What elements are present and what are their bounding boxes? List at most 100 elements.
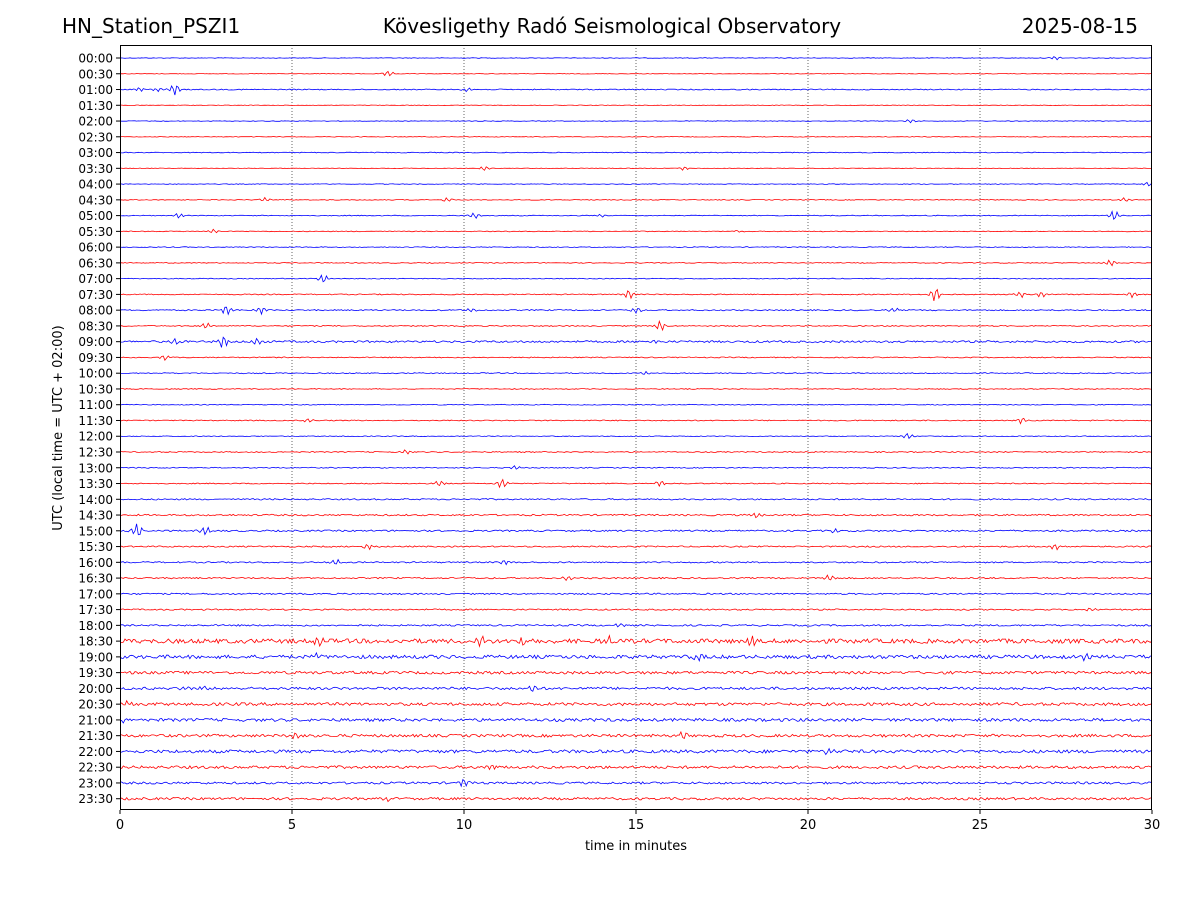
- trace-1100: [119, 403, 1153, 406]
- y-tick-label: 20:00: [78, 682, 113, 696]
- y-tick-label: 12:30: [78, 446, 113, 460]
- y-tick-label: 11:30: [78, 414, 113, 428]
- y-tick-label: 22:00: [78, 745, 113, 759]
- y-tick-label: 04:30: [78, 193, 113, 207]
- chart-title: Kövesligethy Radó Seismological Observat…: [382, 14, 842, 38]
- trace-lines: [119, 56, 1153, 803]
- y-tick-label: 17:00: [78, 587, 113, 601]
- trace-1730: [119, 607, 1152, 612]
- y-tick-label: 03:30: [78, 162, 113, 176]
- trace-2130: [119, 730, 1153, 740]
- trace-0700: [120, 274, 1153, 283]
- y-tick-label: 19:30: [78, 666, 113, 680]
- y-tick-label: 20:30: [78, 698, 113, 712]
- y-tick-label: 07:00: [78, 272, 113, 286]
- trace-0400: [119, 181, 1153, 187]
- trace-1200: [119, 432, 1153, 440]
- trace-0600: [119, 246, 1153, 248]
- trace-1230: [119, 449, 1153, 455]
- y-tick-label: 10:00: [78, 367, 113, 381]
- trace-1000: [119, 370, 1153, 375]
- trace-2330: [119, 796, 1152, 803]
- trace-1330: [119, 478, 1153, 489]
- y-tick-label: 15:30: [78, 540, 113, 554]
- grid-lines: [291, 45, 981, 810]
- trace-0830: [119, 319, 1153, 332]
- trace-0530: [119, 228, 1153, 234]
- y-tick-label: 00:30: [78, 67, 113, 81]
- trace-0000: [119, 56, 1153, 61]
- y-tick-label: 06:00: [78, 241, 113, 255]
- y-tick-label: 09:00: [78, 335, 113, 349]
- trace-2030: [119, 699, 1153, 707]
- y-tick-label: 21:00: [78, 713, 113, 727]
- trace-2230: [119, 764, 1153, 771]
- y-tick-label: 18:30: [78, 635, 113, 649]
- y-tick-label: 12:00: [78, 430, 113, 444]
- y-tick-label: 17:30: [78, 603, 113, 617]
- x-ticks: 0 5 10 15 20 25 30: [116, 810, 1160, 833]
- trace-0430: [119, 196, 1153, 202]
- trace-0100: [119, 85, 1153, 96]
- trace-1900: [119, 651, 1153, 662]
- trace-1500: [119, 523, 1153, 536]
- trace-0300: [119, 151, 1153, 154]
- trace-0500: [119, 210, 1153, 221]
- x-tick-label: 10: [456, 818, 473, 833]
- x-axis-label: time in minutes: [585, 839, 687, 854]
- trace-2000: [120, 685, 1153, 692]
- y-tick-label: 03:00: [78, 146, 113, 160]
- y-tick-label: 05:30: [78, 225, 113, 239]
- y-tick-label: 19:00: [78, 650, 113, 664]
- y-tick-label: 16:30: [78, 572, 113, 586]
- y-tick-label: 06:30: [78, 256, 113, 270]
- y-axis-label: UTC (local time = UTC + 02:00): [51, 325, 66, 530]
- trace-0800: [119, 306, 1153, 316]
- y-tick-label: 08:00: [78, 304, 113, 318]
- trace-1400: [119, 498, 1153, 501]
- trace-0030: [119, 70, 1153, 77]
- y-tick-label: 13:30: [78, 477, 113, 491]
- x-tick-label: 15: [628, 818, 645, 833]
- y-tick-label: 14:30: [78, 509, 113, 523]
- trace-2200: [119, 747, 1153, 756]
- trace-1830: [119, 634, 1153, 648]
- trace-0330: [119, 166, 1152, 171]
- y-tick-label: 13:00: [78, 461, 113, 475]
- x-tick-label: 30: [1144, 818, 1161, 833]
- trace-0130: [119, 104, 1153, 107]
- y-tick-label: 01:00: [78, 83, 113, 97]
- trace-1630: [119, 574, 1153, 582]
- trace-0730: [119, 288, 1153, 301]
- x-tick-label: 5: [288, 818, 296, 833]
- y-tick-label: 23:30: [78, 792, 113, 806]
- trace-1430: [119, 512, 1153, 519]
- y-tick-label: 23:00: [78, 776, 113, 790]
- y-tick-label: 01:30: [78, 99, 113, 113]
- trace-2100: [119, 717, 1153, 724]
- trace-0200: [119, 119, 1153, 124]
- y-tick-label: 02:00: [78, 115, 113, 129]
- y-tick-label: 18:00: [78, 619, 113, 633]
- trace-1800: [119, 623, 1153, 628]
- trace-0900: [119, 336, 1153, 348]
- y-tick-label: 14:00: [78, 493, 113, 507]
- trace-1300: [119, 465, 1153, 470]
- station-name: HN_Station_PSZI1: [62, 14, 241, 38]
- trace-2300: [120, 778, 1153, 788]
- y-tick-label: 21:30: [78, 729, 113, 743]
- trace-1130: [119, 417, 1153, 425]
- y-tick-label: 10:30: [78, 382, 113, 396]
- trace-1030: [120, 388, 1153, 390]
- y-tick-label: 00:00: [78, 52, 113, 66]
- trace-1930: [119, 670, 1153, 675]
- y-tick-label: 02:30: [78, 130, 113, 144]
- y-tick-label: 05:00: [78, 209, 113, 223]
- y-tick-label: 16:00: [78, 556, 113, 570]
- y-tick-label: 11:00: [78, 398, 113, 412]
- y-tick-label: 07:30: [78, 288, 113, 302]
- trace-0930: [119, 355, 1153, 362]
- x-tick-label: 0: [116, 818, 124, 833]
